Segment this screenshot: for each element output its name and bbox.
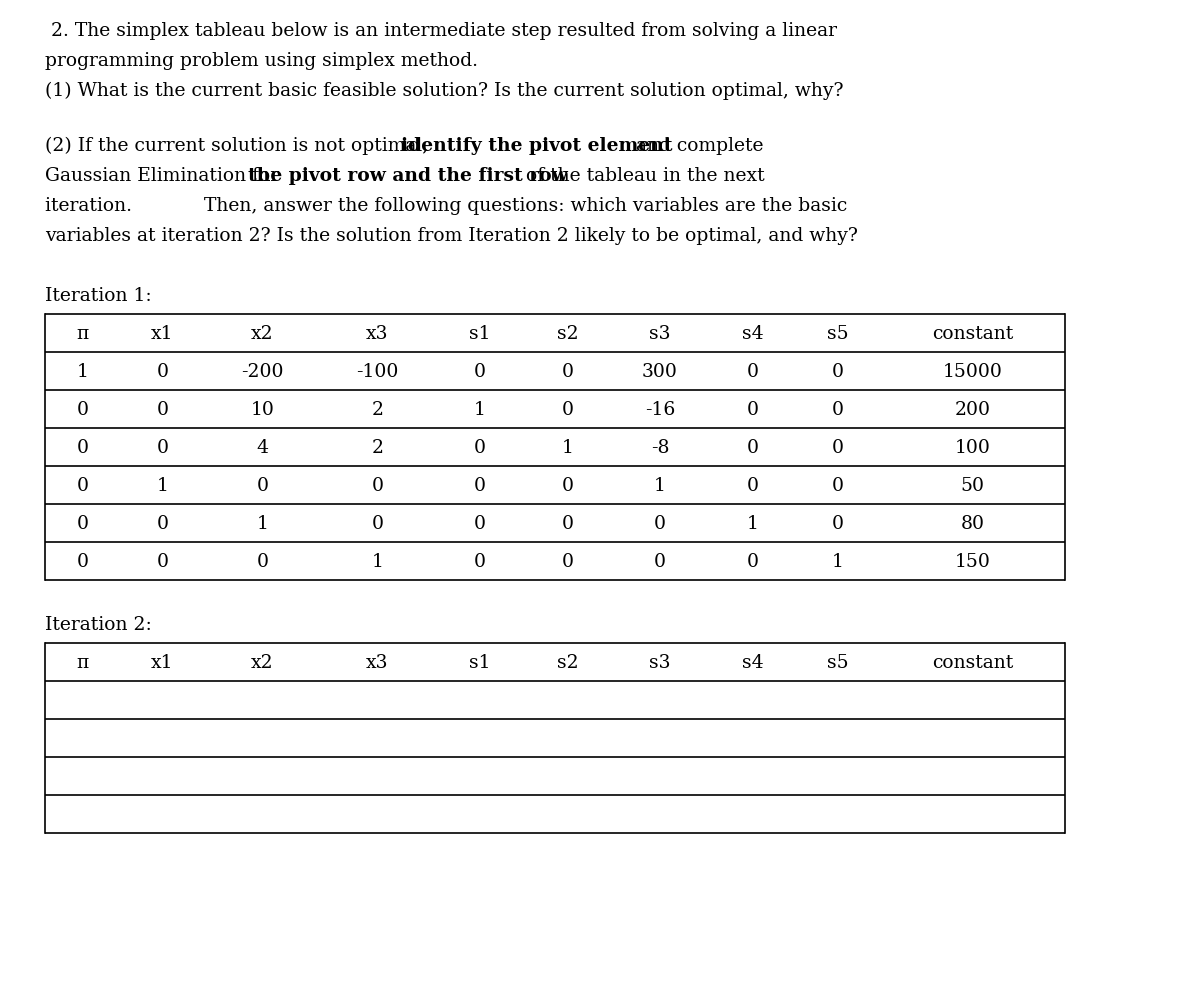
Text: 0: 0: [156, 400, 168, 419]
Text: 4: 4: [257, 439, 269, 457]
Text: 1: 1: [156, 476, 168, 495]
Text: 2: 2: [372, 439, 384, 457]
Text: 0: 0: [372, 515, 384, 532]
Text: x2: x2: [251, 324, 274, 343]
Text: constant: constant: [932, 324, 1013, 343]
Text: 0: 0: [562, 552, 574, 571]
Text: 2. The simplex tableau below is an intermediate step resulted from solving a lin: 2. The simplex tableau below is an inter…: [46, 22, 838, 40]
Text: 0: 0: [832, 439, 844, 457]
Text: 0: 0: [77, 439, 89, 457]
Text: 0: 0: [746, 552, 758, 571]
Text: 0: 0: [654, 552, 666, 571]
Text: s4: s4: [742, 654, 763, 671]
Text: 0: 0: [746, 400, 758, 419]
Text: 100: 100: [954, 439, 990, 457]
Text: the pivot row and the first row: the pivot row and the first row: [247, 167, 568, 184]
Text: 0: 0: [474, 552, 486, 571]
Text: x1: x1: [151, 654, 174, 671]
Text: Iteration 2:: Iteration 2:: [46, 615, 151, 633]
Text: 0: 0: [156, 363, 168, 381]
Text: 0: 0: [562, 363, 574, 381]
Text: 2: 2: [372, 400, 384, 419]
Text: x3: x3: [366, 324, 389, 343]
Text: 1: 1: [372, 552, 384, 571]
Text: variables at iteration 2? Is the solution from Iteration 2 likely to be optimal,: variables at iteration 2? Is the solutio…: [46, 227, 858, 245]
Text: 0: 0: [832, 476, 844, 495]
Text: 0: 0: [832, 363, 844, 381]
Text: 1: 1: [832, 552, 844, 571]
Text: Iteration 1:: Iteration 1:: [46, 287, 151, 305]
Text: iteration.            Then, answer the following questions: which variables are : iteration. Then, answer the following qu…: [46, 197, 847, 215]
Text: s3: s3: [649, 654, 671, 671]
Text: 0: 0: [474, 363, 486, 381]
Text: Gaussian Elimination for: Gaussian Elimination for: [46, 167, 286, 184]
Text: 0: 0: [832, 515, 844, 532]
Text: 0: 0: [474, 476, 486, 495]
Text: x3: x3: [366, 654, 389, 671]
Text: s1: s1: [469, 654, 491, 671]
Text: s2: s2: [557, 654, 578, 671]
Text: s1: s1: [469, 324, 491, 343]
Text: and complete: and complete: [630, 137, 763, 155]
Text: 0: 0: [156, 552, 168, 571]
Text: s4: s4: [742, 324, 763, 343]
Text: 1: 1: [257, 515, 269, 532]
Text: 80: 80: [960, 515, 984, 532]
Text: 0: 0: [832, 400, 844, 419]
Text: π: π: [77, 654, 89, 671]
Text: 0: 0: [746, 439, 758, 457]
Text: 0: 0: [746, 363, 758, 381]
Text: 50: 50: [960, 476, 984, 495]
Text: s2: s2: [557, 324, 578, 343]
Text: 1: 1: [654, 476, 666, 495]
Text: π: π: [77, 324, 89, 343]
Text: 0: 0: [372, 476, 384, 495]
Text: 0: 0: [654, 515, 666, 532]
Text: 300: 300: [642, 363, 678, 381]
Text: 1: 1: [474, 400, 486, 419]
Text: 0: 0: [77, 552, 89, 571]
Text: 0: 0: [746, 476, 758, 495]
Text: -8: -8: [650, 439, 670, 457]
Text: 0: 0: [474, 515, 486, 532]
Text: 0: 0: [562, 400, 574, 419]
Text: s3: s3: [649, 324, 671, 343]
Text: 0: 0: [77, 476, 89, 495]
Text: 1: 1: [562, 439, 574, 457]
Text: -16: -16: [644, 400, 676, 419]
Text: of the tableau in the next: of the tableau in the next: [520, 167, 764, 184]
Text: 0: 0: [474, 439, 486, 457]
Text: 0: 0: [257, 552, 269, 571]
Text: 15000: 15000: [942, 363, 1002, 381]
Text: 10: 10: [251, 400, 275, 419]
Text: 1: 1: [77, 363, 89, 381]
Text: 0: 0: [77, 400, 89, 419]
Text: 1: 1: [746, 515, 758, 532]
Text: x1: x1: [151, 324, 174, 343]
Text: 0: 0: [156, 515, 168, 532]
Text: (2) If the current solution is not optimal,: (2) If the current solution is not optim…: [46, 137, 434, 155]
Text: 200: 200: [954, 400, 990, 419]
Text: 0: 0: [562, 476, 574, 495]
Text: 0: 0: [156, 439, 168, 457]
Text: 0: 0: [562, 515, 574, 532]
Text: x2: x2: [251, 654, 274, 671]
Text: 0: 0: [77, 515, 89, 532]
Text: s5: s5: [827, 324, 848, 343]
Text: 150: 150: [954, 552, 990, 571]
Text: -200: -200: [241, 363, 283, 381]
Text: s5: s5: [827, 654, 848, 671]
Text: -100: -100: [356, 363, 398, 381]
Text: (1) What is the current basic feasible solution? Is the current solution optimal: (1) What is the current basic feasible s…: [46, 82, 844, 101]
Text: 0: 0: [257, 476, 269, 495]
Text: identify the pivot element: identify the pivot element: [401, 137, 673, 155]
Text: programming problem using simplex method.: programming problem using simplex method…: [46, 52, 478, 70]
Text: constant: constant: [932, 654, 1013, 671]
